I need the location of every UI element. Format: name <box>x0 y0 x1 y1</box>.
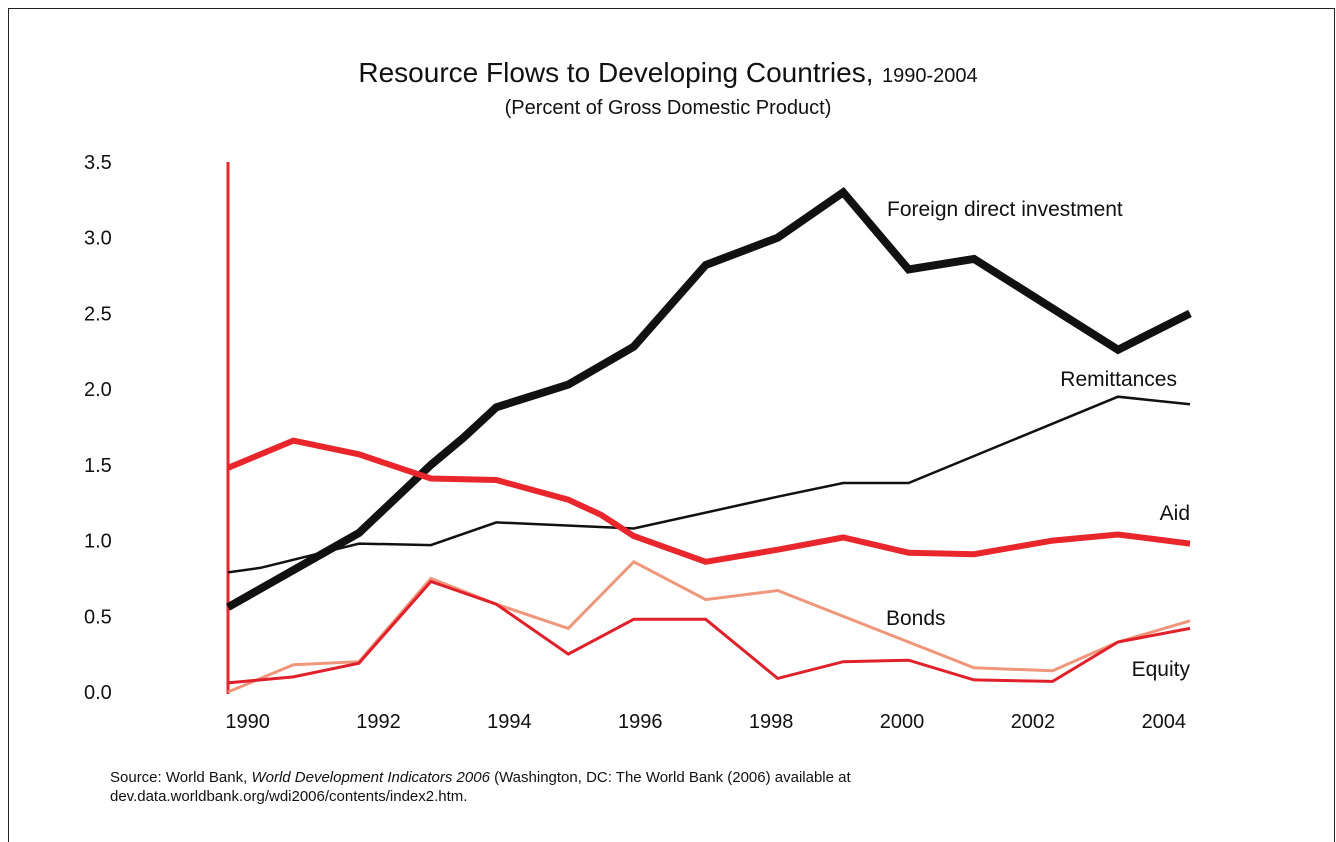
series-label: Bonds <box>886 607 946 630</box>
series-label: Equity <box>1132 658 1191 681</box>
y-tick-label: 3.0 <box>84 228 112 250</box>
title-years: 1990-2004 <box>882 65 978 87</box>
y-tick-label: 2.5 <box>84 303 112 325</box>
y-tick-label: 3.5 <box>84 152 112 174</box>
source-work: World Development Indicators 2006 <box>251 769 490 786</box>
frame <box>8 8 1335 842</box>
x-tick-label: 1996 <box>618 711 663 733</box>
chart-subtitle: (Percent of Gross Domestic Product) <box>505 97 832 119</box>
x-tick-label: 2004 <box>1142 711 1187 733</box>
title-main: Resource Flows to Developing Countries, <box>358 57 873 88</box>
y-tick-label: 1.5 <box>84 455 112 477</box>
series-line <box>227 579 1191 685</box>
source-url: dev.data.worldbank.org/wdi2006/contents/… <box>110 788 467 805</box>
x-tick-label: 2000 <box>880 711 925 733</box>
series-line <box>227 559 1191 694</box>
y-tick-label: 1.0 <box>84 531 112 553</box>
y-tick-label: 2.0 <box>84 379 112 401</box>
y-tick-label: 0.0 <box>84 682 112 704</box>
series-label: Remittances <box>1060 368 1177 391</box>
y-tick-label: 0.5 <box>84 606 112 628</box>
x-tick-label: 1998 <box>749 711 794 733</box>
source-prefix: Source: World Bank, <box>110 769 251 786</box>
series-label: Aid <box>1160 502 1190 525</box>
source-note: Source: World Bank, World Development In… <box>110 769 851 786</box>
series-line <box>227 395 1191 574</box>
series-line <box>226 437 1191 565</box>
x-tick-label: 2002 <box>1011 711 1056 733</box>
x-tick-label: 1992 <box>356 711 401 733</box>
source-rest: (Washington, DC: The World Bank (2006) a… <box>490 769 852 786</box>
chart-title: Resource Flows to Developing Countries, … <box>358 57 977 88</box>
series-label: Foreign direct investment <box>887 198 1123 221</box>
series-line <box>226 186 1192 611</box>
x-tick-label: 1990 <box>225 711 270 733</box>
x-tick-label: 1994 <box>487 711 532 733</box>
